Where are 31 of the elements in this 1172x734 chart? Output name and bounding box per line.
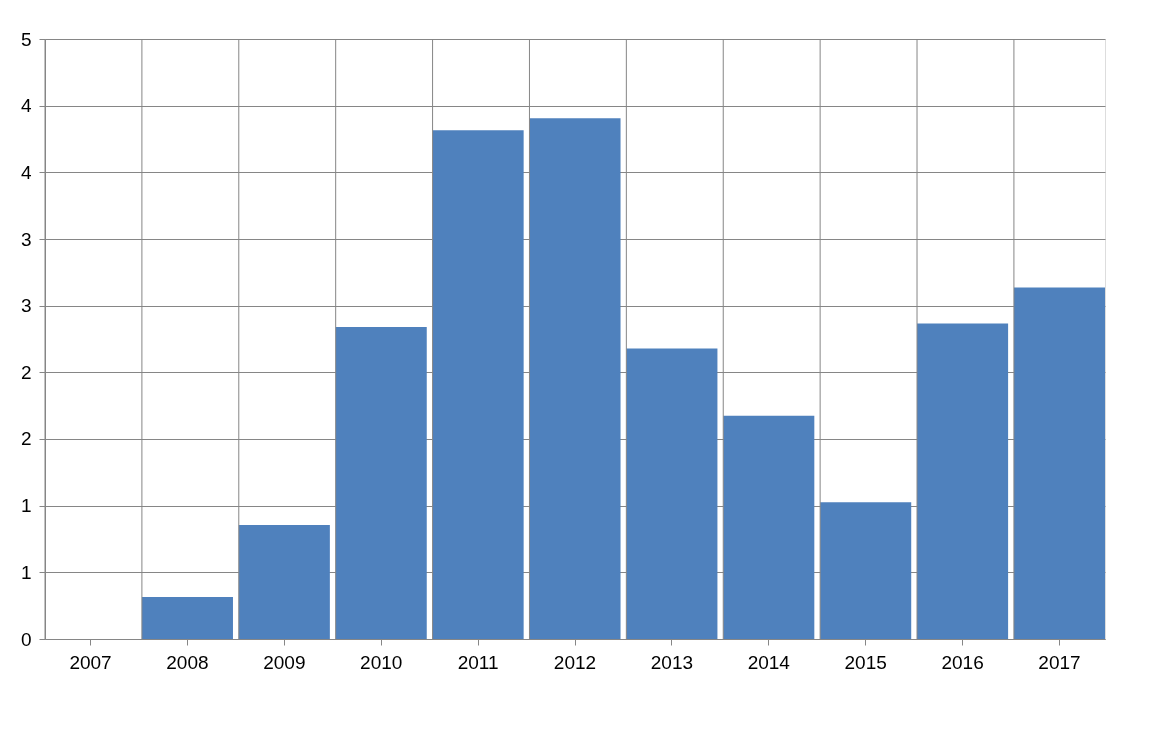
x-tick-label: 2015	[844, 651, 887, 673]
y-tick-label: 2	[20, 361, 32, 383]
x-tick-label: 2012	[553, 651, 597, 673]
y-tick-label: 4	[20, 95, 32, 117]
bar	[529, 118, 621, 639]
y-tick-label: 3	[20, 228, 32, 250]
bar	[141, 597, 233, 639]
y-tick-label: 4	[20, 161, 32, 183]
x-tick-label: 2016	[941, 651, 984, 673]
x-tick-label: 2009	[263, 651, 306, 673]
y-tick-label: 5	[20, 28, 32, 50]
bar	[1013, 287, 1105, 639]
bar	[335, 327, 427, 639]
x-tick-label: 2014	[747, 651, 791, 673]
x-tick-label: 2010	[360, 651, 403, 673]
x-tick-label: 2008	[166, 651, 209, 673]
y-tick-label: 2	[20, 428, 32, 450]
x-tick-label: 2007	[69, 651, 112, 673]
x-tick-label: 2011	[457, 651, 499, 673]
x-tick-label: 2017	[1038, 651, 1081, 673]
bar	[820, 502, 912, 639]
y-tick-label: 1	[20, 561, 32, 583]
y-tick-label: 1	[20, 495, 32, 517]
y-tick-label: 0	[20, 628, 32, 650]
bar	[238, 525, 330, 639]
bar	[432, 130, 524, 639]
bar	[626, 348, 718, 639]
x-tick-label: 2013	[650, 651, 694, 673]
bar	[917, 323, 1009, 639]
y-tick-label: 3	[20, 295, 32, 317]
bar	[723, 415, 815, 639]
